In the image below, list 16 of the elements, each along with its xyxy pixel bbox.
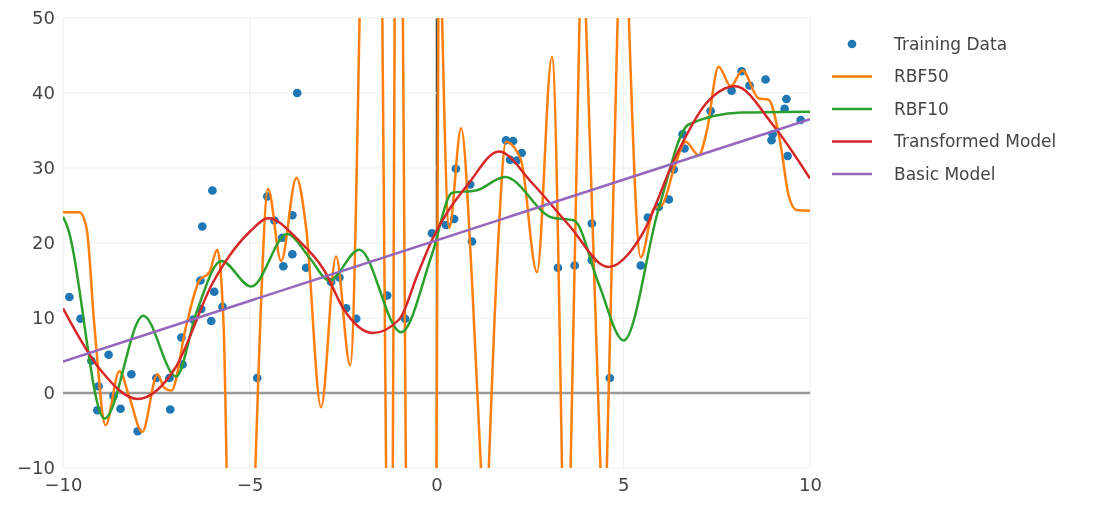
legend-label: RBF50 bbox=[894, 66, 949, 87]
x-tick-label: 0 bbox=[431, 473, 443, 495]
y-tick-label: 30 bbox=[32, 157, 55, 179]
legend-label: Training Data bbox=[893, 33, 1008, 54]
x-tick-label: 5 bbox=[618, 473, 630, 495]
legend-label: Basic Model bbox=[894, 163, 996, 184]
x-tick-label: 10 bbox=[799, 473, 822, 495]
y-tick-label: 50 bbox=[32, 7, 55, 29]
legend-label: RBF10 bbox=[894, 98, 949, 119]
x-tick-label: −5 bbox=[236, 473, 264, 495]
y-tick-label: 20 bbox=[32, 232, 55, 254]
y-tick-label: 40 bbox=[32, 82, 55, 104]
legend-label: Transformed Model bbox=[893, 131, 1057, 152]
y-tick-label: −10 bbox=[17, 457, 55, 479]
y-tick-label: 0 bbox=[43, 382, 55, 404]
y-tick-label: 10 bbox=[32, 307, 55, 329]
